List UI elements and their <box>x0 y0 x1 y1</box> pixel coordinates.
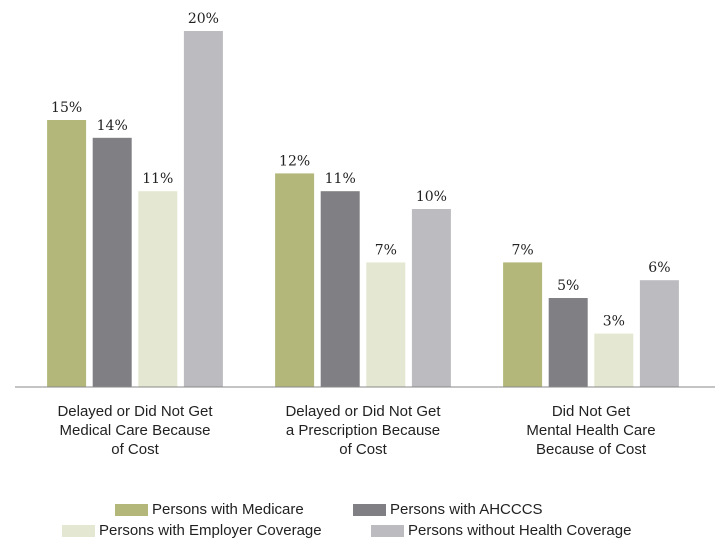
value-label: 7% <box>511 242 533 258</box>
x-tick-label: Delayed or Did Not Get Medical Care Becau… <box>57 403 213 458</box>
legend-swatch <box>62 525 95 537</box>
bar <box>138 191 178 387</box>
bar <box>47 120 87 387</box>
value-label: 10% <box>416 189 447 205</box>
bar <box>503 262 543 387</box>
x-tick-label: Did Not Get Mental Health Care Because of … <box>526 403 655 458</box>
value-label: 15% <box>51 100 82 116</box>
value-label: 14% <box>97 118 128 134</box>
bar <box>320 191 360 387</box>
bar <box>548 298 588 387</box>
value-label: 3% <box>603 314 625 330</box>
legend-swatch <box>371 525 404 537</box>
value-label: 20% <box>188 11 219 27</box>
x-tick-label: Delayed or Did Not Get a Prescription Bec… <box>285 403 441 458</box>
value-label: 6% <box>648 260 670 276</box>
value-label: 11% <box>325 171 356 187</box>
bar <box>183 31 223 387</box>
value-label: 12% <box>279 153 310 169</box>
legend-swatch <box>353 504 386 516</box>
bar <box>639 280 679 387</box>
legend-label: Persons with Employer Coverage <box>99 522 322 539</box>
bar <box>92 137 132 387</box>
value-label: 11% <box>142 171 173 187</box>
value-label: 5% <box>557 278 579 294</box>
legend-label: Persons with AHCCCS <box>390 501 543 518</box>
legend-label: Persons without Health Coverage <box>408 522 631 539</box>
bar <box>411 209 451 387</box>
bar <box>594 333 634 387</box>
bar <box>366 262 406 387</box>
legend-label: Persons with Medicare <box>152 501 304 518</box>
bar <box>275 173 315 387</box>
legend-swatch <box>115 504 148 516</box>
value-label: 7% <box>375 242 397 258</box>
